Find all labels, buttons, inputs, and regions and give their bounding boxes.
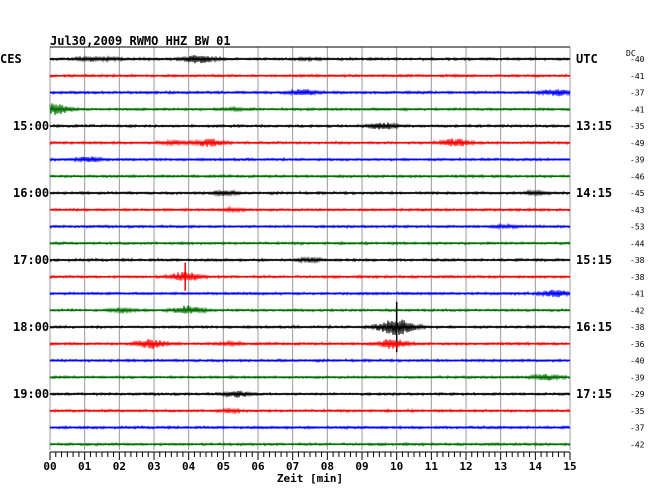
dc-offset-value: -42: [630, 306, 645, 315]
x-tick-label: 10: [390, 460, 403, 473]
trace-line: [49, 305, 571, 315]
dc-offset-value: -43: [630, 206, 645, 215]
dc-offset-value: -42: [630, 440, 645, 449]
left-time-label: 15:00: [13, 119, 49, 133]
x-axis: 00 01 02 03 04 05 06 07 08 09 10 11 12 13 14 15: [43, 451, 577, 473]
dc-offset-value: -39: [630, 156, 645, 165]
right-time-label: 13:15: [576, 119, 612, 133]
minute-grid: [49, 46, 571, 450]
x-tick-label: 06: [251, 460, 265, 473]
dc-offset-labels: -40 -41 -37 -41 -35 -49 -39 -46 -45 -43 -53 -44 -38 -…: [630, 55, 645, 449]
x-tick-label: 11: [425, 460, 439, 473]
x-tick-label: 07: [286, 460, 299, 473]
right-time-label: 15:15: [576, 253, 612, 267]
dc-offset-value: -38: [630, 323, 645, 332]
dc-offset-value: -41: [630, 290, 645, 299]
x-tick-label: 03: [147, 460, 160, 473]
left-time-label: 16:00: [13, 186, 49, 200]
seismic-traces: [49, 55, 571, 447]
x-tick-label: 15: [563, 460, 576, 473]
hour-labels: CES UTC 15:00 13:15 16:00 14:15 17:00 15:15 18:0…: [0, 52, 612, 401]
x-tick-label: 14: [529, 460, 543, 473]
dc-offset-value: -41: [630, 105, 645, 114]
x-tick-label: 13: [494, 460, 507, 473]
dc-offset-value: -35: [630, 122, 645, 131]
right-time-label: 17:15: [576, 387, 612, 401]
x-tick-label: 12: [459, 460, 472, 473]
dc-offset-value: -44: [630, 239, 645, 248]
right-time-label: 16:15: [576, 320, 612, 334]
dc-offset-value: -53: [630, 223, 645, 232]
left-time-label: 17:00: [13, 253, 49, 267]
x-tick-label: 08: [321, 460, 334, 473]
x-tick-label: 01: [78, 460, 92, 473]
x-tick-label: 05: [217, 460, 230, 473]
dc-offset-value: -36: [630, 340, 645, 349]
dc-offset-value: -38: [630, 256, 645, 265]
dc-offset-value: -45: [630, 189, 645, 198]
chart-title: Jul30,2009 RWMO HHZ BW 01: [50, 34, 231, 48]
dc-offset-value: -46: [630, 172, 645, 181]
dc-offset-value: -37: [630, 89, 645, 98]
x-tick-label: 02: [113, 460, 126, 473]
right-time-label: UTC: [576, 52, 598, 66]
x-tick-label: 09: [355, 460, 368, 473]
dc-offset-value: -40: [630, 357, 645, 366]
dc-offset-value: -49: [630, 139, 645, 148]
left-time-label: CES: [0, 52, 22, 66]
dc-offset-value: -37: [630, 424, 645, 433]
dc-offset-value: -39: [630, 373, 645, 382]
dc-offset-value: -29: [630, 390, 645, 399]
dc-offset-value: -38: [630, 273, 645, 282]
dc-offset-value: -41: [630, 72, 645, 81]
dc-offset-value: -35: [630, 407, 645, 416]
left-time-label: 19:00: [13, 387, 49, 401]
x-tick-label: 00: [43, 460, 56, 473]
left-time-label: 18:00: [13, 320, 49, 334]
right-time-label: 14:15: [576, 186, 612, 200]
dc-offset-value: -40: [630, 55, 645, 64]
x-axis-label: Zeit [min]: [277, 472, 343, 485]
x-tick-label: 04: [182, 460, 196, 473]
dc-header: DC: [626, 49, 636, 58]
